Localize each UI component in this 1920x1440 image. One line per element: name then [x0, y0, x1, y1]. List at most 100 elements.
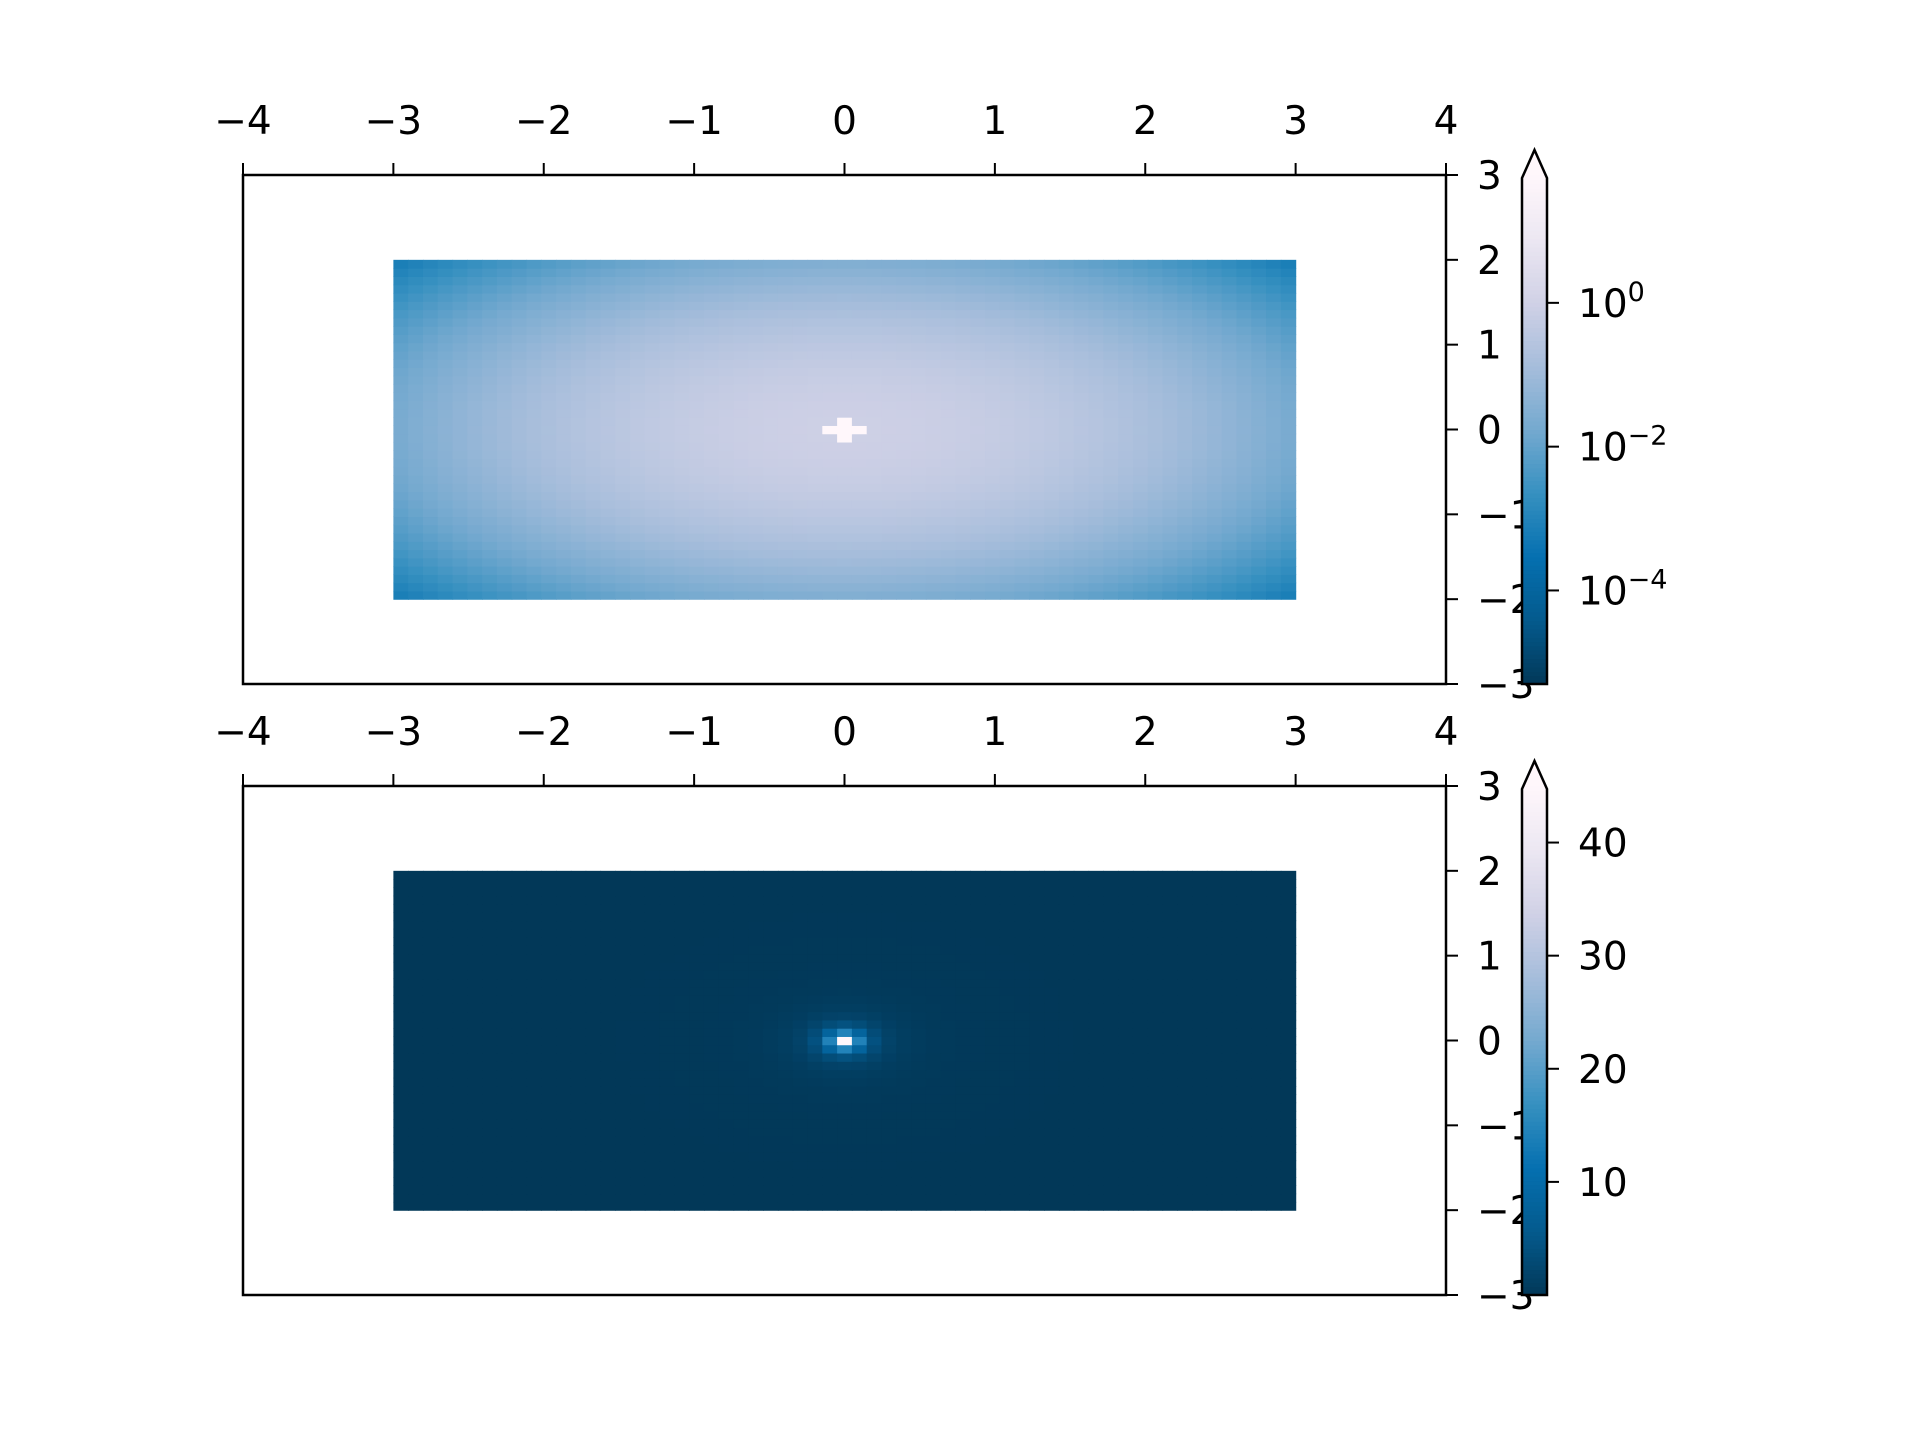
heatmap-cell [1147, 508, 1164, 518]
heatmap-cell [1177, 541, 1193, 551]
heatmap-cell [496, 383, 513, 393]
heatmap-cell [408, 1201, 424, 1211]
heatmap-cell [1162, 945, 1178, 955]
heatmap-cell [822, 912, 838, 922]
heatmap-cell [822, 259, 838, 269]
heatmap-cell [955, 903, 971, 913]
heatmap-cell [896, 1003, 912, 1013]
heatmap-cell [556, 383, 572, 393]
heatmap-cell [630, 970, 646, 980]
heatmap-cell [718, 1135, 735, 1145]
heatmap-cell [733, 1177, 749, 1186]
colorbar-segment [1522, 191, 1547, 197]
heatmap-cell [467, 417, 483, 426]
heatmap-cell [393, 887, 409, 897]
heatmap-cell [985, 1086, 1001, 1095]
heatmap-cell [985, 342, 1001, 352]
heatmap-cell [1029, 1069, 1045, 1079]
heatmap-cell [1014, 953, 1030, 963]
heatmap-cell [408, 887, 424, 897]
heatmap-cell [1073, 920, 1090, 930]
heatmap-cell [1118, 912, 1134, 922]
heatmap-cell [1236, 1036, 1252, 1046]
heatmap-cell [437, 1003, 454, 1013]
heatmap-cell [1088, 1135, 1104, 1145]
heatmap-cell [1236, 342, 1252, 352]
heatmap-cell [1280, 1011, 1297, 1021]
heatmap-cell [467, 557, 483, 567]
heatmap-cell [763, 483, 779, 493]
heatmap-cell [807, 961, 823, 971]
heatmap-cell [763, 392, 779, 402]
heatmap-cell [851, 1052, 868, 1062]
heatmap-cell [659, 1061, 675, 1071]
heatmap-cell [674, 970, 690, 980]
heatmap-cell [1177, 1152, 1193, 1162]
heatmap-cell [703, 1061, 720, 1071]
heatmap-cell [999, 259, 1016, 269]
heatmap-cell [393, 1119, 409, 1129]
heatmap-cell [763, 953, 779, 963]
heatmap-cell [541, 903, 557, 913]
heatmap-cell [807, 1011, 823, 1021]
colorbar-segment [1522, 488, 1547, 494]
heatmap-cell [940, 895, 957, 905]
heatmap-cell [1280, 1028, 1297, 1037]
heatmap-cell [482, 970, 498, 980]
heatmap-cell [1088, 400, 1104, 410]
heatmap-cell [556, 317, 572, 327]
heatmap-cell [985, 1160, 1001, 1170]
heatmap-cell [999, 557, 1016, 567]
heatmap-cell [1192, 284, 1208, 294]
heatmap-cell [822, 1086, 838, 1095]
heatmap-cell [1206, 549, 1223, 559]
colorbar-segment [1522, 298, 1547, 303]
heatmap-cell [925, 309, 942, 319]
heatmap-cell [615, 978, 631, 988]
heatmap-cell [393, 557, 409, 567]
heatmap-cell [408, 359, 424, 369]
heatmap-cell [437, 887, 454, 897]
heatmap-cell [1192, 499, 1208, 509]
heatmap-cell [1177, 483, 1193, 493]
heatmap-cell [792, 425, 809, 435]
heatmap-cell [851, 970, 868, 980]
heatmap-cell [422, 475, 439, 484]
heatmap-cell [1073, 268, 1090, 277]
heatmap-cell [970, 557, 986, 567]
heatmap-cell [393, 928, 409, 938]
heatmap-cell [1266, 483, 1282, 493]
heatmap-cell [940, 309, 957, 319]
heatmap-cell [526, 1044, 542, 1054]
heatmap-cell [866, 1168, 883, 1178]
heatmap-cell [822, 1193, 838, 1203]
heatmap-cell [615, 1052, 631, 1062]
heatmap-cell [1088, 301, 1104, 311]
heatmap-cell [585, 292, 602, 302]
heatmap-cell [600, 483, 616, 493]
heatmap-cell [925, 1143, 942, 1153]
heatmap-cell [940, 326, 957, 335]
heatmap-cell [644, 516, 661, 526]
heatmap-cell [896, 590, 912, 600]
heatmap-cell [1266, 326, 1282, 335]
heatmap-cell [999, 970, 1016, 980]
heatmap-cell [822, 1011, 838, 1021]
heatmap-cell [881, 508, 897, 518]
heatmap-cell [1147, 994, 1164, 1004]
heatmap-cell [422, 383, 439, 393]
heatmap-cell [393, 1177, 409, 1186]
heatmap-cell [763, 1052, 779, 1062]
heatmap-cell [733, 400, 749, 410]
heatmap-cell [1236, 516, 1252, 526]
heatmap-cell [1177, 326, 1193, 335]
heatmap-cell [1044, 1019, 1060, 1029]
heatmap-cell [689, 516, 705, 526]
heatmap-cell [763, 425, 779, 435]
heatmap-cell [777, 383, 794, 393]
heatmap-cell [955, 342, 971, 352]
heatmap-cell [1044, 1110, 1060, 1120]
heatmap-cell [422, 541, 439, 551]
heatmap-cell [1236, 326, 1252, 335]
heatmap-cell [482, 475, 498, 484]
